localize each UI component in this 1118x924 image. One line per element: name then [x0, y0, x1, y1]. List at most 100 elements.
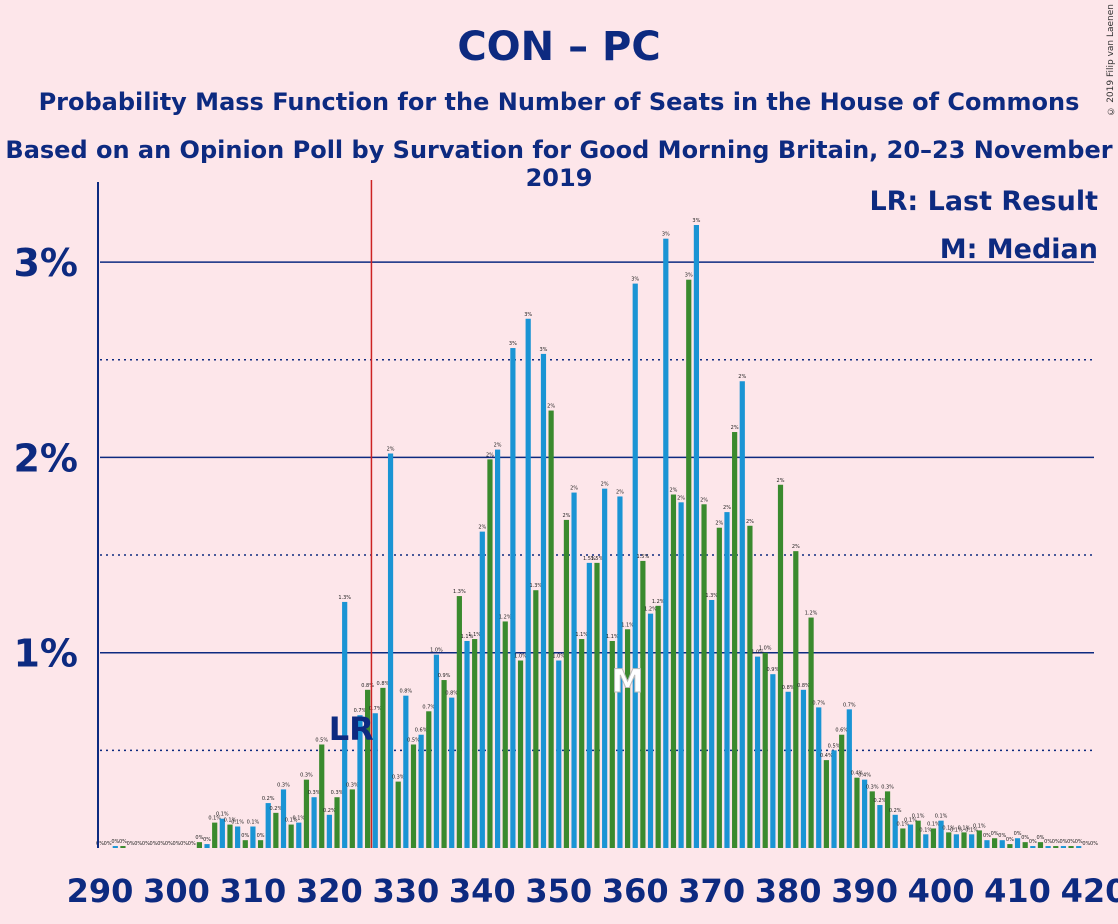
bar-data-label: 0.5%: [828, 743, 841, 749]
bar-data-label: 2%: [669, 488, 677, 494]
bar-data-label: 2%: [700, 497, 708, 503]
bar-data-label: 1.1%: [606, 634, 619, 640]
bar: [517, 660, 524, 848]
bar-data-label: 0.8%: [782, 685, 795, 691]
bar-data-label: 2%: [738, 374, 746, 380]
bar-data-label: 1.5%: [637, 554, 650, 560]
bar: [525, 318, 531, 848]
bar-data-label: 1.0%: [759, 646, 772, 652]
bar: [999, 840, 1005, 848]
chart-subtitle: Probability Mass Function for the Number…: [38, 88, 1080, 116]
bar-data-label: 0.9%: [767, 667, 780, 673]
x-tick-label: 290: [67, 872, 134, 910]
bar: [296, 822, 302, 848]
bar: [495, 449, 501, 848]
bar-data-label: 0%: [1044, 839, 1052, 845]
bar: [502, 621, 508, 848]
bar: [563, 519, 570, 848]
y-tick-label: 1%: [13, 632, 78, 676]
bar-data-label: 0%: [241, 833, 249, 839]
bar-data-label: 0.1%: [224, 818, 237, 824]
bar-data-label: 0.1%: [927, 821, 940, 827]
bar-data-label: 2%: [777, 478, 785, 484]
x-tick-label: 380: [755, 872, 822, 910]
bar-data-label: 0.1%: [247, 820, 260, 826]
bar-data-label: 1.2%: [805, 611, 818, 617]
bar: [808, 617, 814, 848]
bar: [579, 639, 585, 848]
bar: [357, 715, 363, 848]
bar: [250, 826, 256, 848]
bar: [594, 562, 600, 848]
bar-data-label: 0.1%: [896, 821, 909, 827]
x-tick-label: 300: [143, 872, 210, 910]
bar-data-label: 0.1%: [208, 816, 221, 822]
bar: [670, 494, 677, 848]
bar-data-label: 0%: [983, 833, 991, 839]
bar-data-label: 0.1%: [919, 827, 932, 833]
bar: [946, 832, 952, 848]
bar-data-label: 0%: [1037, 835, 1045, 841]
bar: [112, 846, 118, 848]
bar-data-label: 2%: [547, 404, 555, 410]
bar-data-label: 0%: [1052, 839, 1060, 845]
y-tick-label: 2%: [13, 436, 78, 480]
bar-data-label: 0.2%: [323, 808, 336, 814]
bar: [678, 502, 684, 848]
bar: [380, 687, 386, 848]
bar: [349, 789, 355, 848]
bar: [831, 750, 837, 848]
bar: [724, 512, 730, 848]
chart-source: Based on an Opinion Poll by Survation fo…: [5, 136, 1113, 192]
last-result-marker: LR: [329, 710, 374, 748]
bar-data-label: 2%: [601, 482, 609, 488]
bar: [334, 797, 340, 848]
bar: [1045, 846, 1051, 848]
bar-data-label: 3%: [692, 218, 700, 224]
bar: [449, 697, 455, 848]
bar: [892, 814, 898, 848]
bar: [632, 283, 638, 849]
bar: [709, 599, 715, 848]
bar: [410, 744, 417, 848]
bar: [418, 734, 424, 848]
bar-data-label: 3%: [509, 341, 517, 347]
bar: [992, 838, 998, 848]
bar: [762, 652, 768, 848]
bar: [472, 639, 478, 848]
bar-data-label: 1.3%: [529, 583, 542, 589]
bar: [1060, 846, 1067, 848]
bar-data-label: 1.2%: [499, 614, 512, 620]
bar-data-label: 0.7%: [354, 708, 367, 714]
bar-data-label: 0%: [104, 841, 112, 847]
bar: [227, 824, 233, 848]
x-tick-label: 420: [1061, 872, 1118, 910]
bar: [586, 562, 592, 848]
bar: [617, 496, 623, 848]
bar: [777, 484, 784, 848]
bar: [456, 596, 462, 848]
bar-data-label: 0.3%: [392, 775, 405, 781]
bar-data-label: 2%: [677, 495, 685, 501]
bar-data-label: 0.2%: [270, 806, 283, 812]
bar-data-label: 0%: [119, 839, 127, 845]
bar-data-label: 0.8%: [445, 691, 458, 697]
bar-data-label: 0%: [1006, 837, 1014, 843]
bar-data-label: 0.1%: [231, 820, 244, 826]
bar-data-label: 0%: [157, 841, 165, 847]
bar-data-label: 0.3%: [881, 784, 894, 790]
bar: [770, 674, 776, 848]
annotations: LR M LR: Last Result M: Median: [329, 180, 1098, 848]
bar: [854, 777, 860, 848]
bar: [533, 590, 539, 848]
bar-data-label: 0.3%: [277, 782, 290, 788]
bar: [212, 822, 218, 848]
bar: [433, 654, 440, 848]
bar-data-label: 0.1%: [950, 827, 963, 833]
bar: [907, 824, 914, 848]
bar-data-label: 3%: [685, 273, 693, 279]
bar: [754, 656, 761, 848]
bar: [816, 707, 822, 848]
bar-data-label: 0%: [1029, 839, 1037, 845]
bar: [265, 803, 271, 848]
